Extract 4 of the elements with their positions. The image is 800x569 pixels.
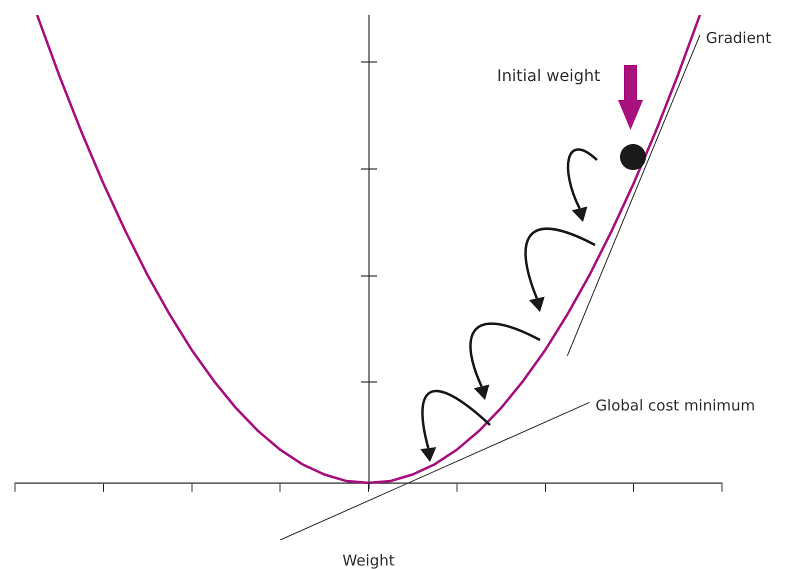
- annotation: Initial weight: [497, 66, 600, 85]
- series-label: Gradient: [706, 29, 772, 48]
- x-axis-title: Weight: [342, 551, 395, 569]
- series-label: Global cost minimum: [595, 396, 756, 414]
